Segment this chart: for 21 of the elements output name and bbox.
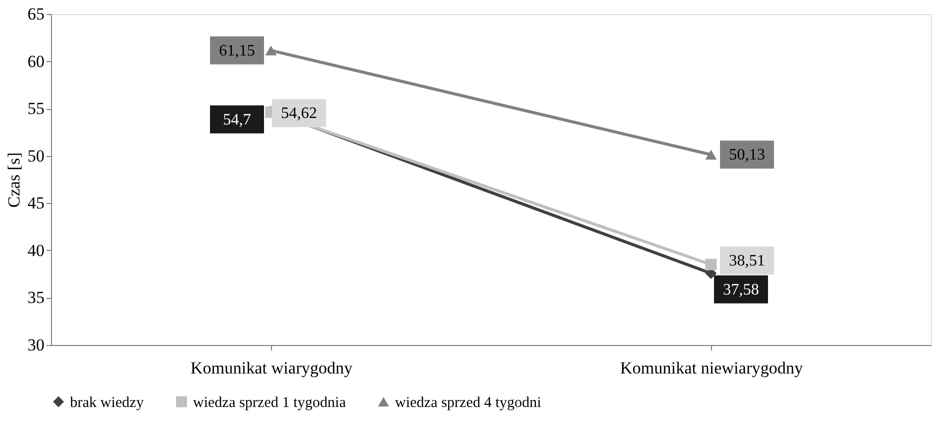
- y-tick-label: 50: [28, 146, 44, 166]
- x-tick-label: Komunikat wiarygodny: [190, 358, 353, 378]
- point: [705, 258, 717, 270]
- data-label: 61,15: [219, 42, 255, 60]
- legend-label: brak wiedzy: [70, 394, 144, 411]
- y-axis-title: Czas [s]: [4, 152, 24, 208]
- legend-label: wiedza sprzed 1 tygodnia: [193, 394, 346, 411]
- y-tick-label: 55: [28, 99, 44, 118]
- y-tick-label: 30: [28, 336, 44, 354]
- y-tick-label: 35: [28, 288, 44, 308]
- data-label: 54,7: [223, 111, 251, 128]
- data-label: 38,51: [729, 252, 765, 270]
- y-tick-label: 40: [28, 240, 44, 260]
- y-tick-label: 45: [28, 194, 44, 213]
- legend-label: wiedza sprzed 4 tygodni: [395, 394, 542, 411]
- y-tick-label: 65: [28, 4, 44, 24]
- data-label: 37,58: [723, 281, 759, 298]
- y-tick-label: 60: [28, 52, 44, 71]
- x-tick-label: Komunikat niewiarygodny: [620, 358, 804, 378]
- data-label: 50,13: [729, 146, 765, 164]
- data-label: 54,62: [281, 105, 317, 122]
